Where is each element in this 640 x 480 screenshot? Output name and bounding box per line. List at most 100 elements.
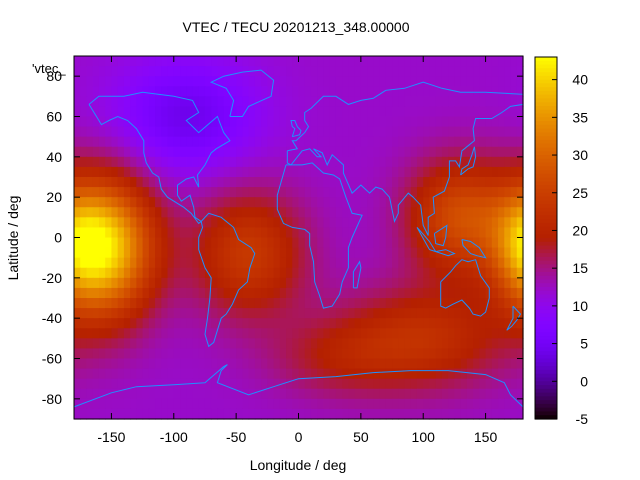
- heatmap-cell-381: [204, 106, 212, 118]
- heatmap-cell-1581: [504, 267, 512, 279]
- heatmap-cell-1619: [292, 277, 300, 289]
- heatmap-cell-727: [117, 156, 125, 168]
- heatmap-cell-862: [510, 166, 518, 178]
- heatmap-cell-139: [491, 66, 499, 77]
- heatmap-cell-2559: [317, 408, 325, 420]
- heatmap-cell-876: [148, 177, 156, 188]
- heatmap-cell-2573: [404, 408, 412, 420]
- heatmap-cell-2222: [460, 358, 468, 370]
- heatmap-cell-1472: [273, 257, 281, 269]
- heatmap-cell-2554: [286, 408, 293, 420]
- heatmap-cell-2303: [516, 368, 524, 380]
- heatmap-cell-1721: [479, 287, 487, 299]
- heatmap-cell-1740: [148, 298, 156, 309]
- heatmap-cell-774: [410, 156, 418, 168]
- heatmap-cell-1993: [379, 328, 387, 339]
- heatmap-cell-1282: [435, 227, 443, 239]
- heatmap-cell-835: [342, 166, 349, 178]
- heatmap-cell-2041: [229, 338, 237, 350]
- heatmap-cell-2158: [510, 348, 518, 360]
- heatmap-cell-683: [292, 146, 300, 158]
- heatmap-cell-2451: [92, 398, 100, 410]
- heatmap-cell-267: [392, 86, 399, 97]
- heatmap-cell-1283: [441, 227, 449, 239]
- heatmap-cell-2574: [410, 408, 418, 420]
- heatmap-cell-312: [223, 96, 231, 108]
- heatmap-cell-1676: [198, 287, 206, 299]
- heatmap-cell-142: [510, 66, 518, 77]
- heatmap-cell-46: [360, 56, 368, 67]
- heatmap-cell-136: [473, 66, 480, 77]
- coastline-antarctica: [73, 364, 524, 408]
- heatmap-cell-125: [404, 66, 412, 77]
- heatmap-cell-1584: [74, 277, 81, 289]
- heatmap-cell-871: [117, 177, 125, 188]
- heatmap-cell-307: [192, 96, 200, 108]
- heatmap-cell-118: [360, 66, 368, 77]
- heatmap-cell-1875: [92, 318, 100, 329]
- heatmap-cell-2272: [323, 368, 331, 380]
- heatmap-cell-1564: [398, 267, 406, 279]
- heatmap-cell-590: [161, 136, 169, 148]
- heatmap-cell-1199: [367, 217, 374, 229]
- heatmap-cell-2464: [173, 398, 181, 410]
- heatmap-cell-357: [504, 96, 512, 108]
- heatmap-cell-1773: [354, 298, 362, 309]
- heatmap-cell-1349: [404, 237, 412, 249]
- heatmap-cell-345: [429, 96, 437, 108]
- colorbar-step-9: [535, 90, 557, 96]
- heatmap-cell-2100: [148, 348, 156, 360]
- heatmap-cell-1541: [254, 267, 262, 279]
- heatmap-cell-591: [167, 136, 175, 148]
- heatmap-cell-1924: [398, 318, 406, 329]
- heatmap-cell-1668: [148, 287, 156, 299]
- heatmap-cell-1359: [466, 237, 474, 249]
- heatmap-cell-1291: [491, 227, 499, 239]
- heatmap-cell-372: [148, 106, 156, 118]
- heatmap-cell-1335: [317, 237, 325, 249]
- heatmap-cell-1910: [310, 318, 318, 329]
- heatmap-cell-905: [329, 177, 337, 188]
- heatmap-cell-1683: [242, 287, 250, 299]
- heatmap-cell-1049: [329, 197, 337, 208]
- heatmap-cell-1868: [498, 308, 505, 319]
- heatmap-cell-1691: [292, 287, 300, 299]
- colorbar-step-13: [535, 106, 557, 111]
- heatmap-cell-2548: [248, 408, 256, 420]
- heatmap-cell-1887: [167, 318, 175, 329]
- heatmap-cell-848: [423, 166, 431, 178]
- heatmap-cell-2537: [180, 408, 187, 420]
- heatmap-cell-70: [510, 56, 518, 67]
- heatmap-cell-51: [392, 56, 399, 67]
- heatmap-cell-2517: [504, 398, 512, 410]
- heatmap-cell-858: [485, 166, 493, 178]
- heatmap-cell-2353: [379, 378, 387, 390]
- heatmap-cell-1205: [404, 217, 412, 229]
- heatmap-cell-1183: [267, 217, 275, 229]
- heatmap-cell-2000: [423, 328, 431, 339]
- heatmap-cell-959: [217, 187, 225, 198]
- colorbar-step-34: [535, 185, 557, 190]
- heatmap-cell-1909: [304, 318, 312, 329]
- colorbar-tick-label-20: 20: [572, 222, 588, 238]
- heatmap-cell-475: [342, 116, 349, 128]
- heatmap-cell-2470: [211, 398, 219, 410]
- heatmap-cell-0: [74, 56, 81, 67]
- heatmap-cell-1216: [473, 217, 480, 229]
- heatmap-cell-1517: [105, 267, 113, 279]
- heatmap-cell-1660: [98, 287, 106, 299]
- heatmap-cell-494: [460, 116, 468, 128]
- heatmap-cell-2394: [186, 388, 194, 400]
- heatmap-cell-571: [491, 126, 499, 138]
- heatmap-cell-2368: [473, 378, 480, 390]
- heatmap-cell-227: [142, 86, 150, 97]
- heatmap-cell-291: [92, 96, 100, 108]
- heatmap-cell-1203: [392, 217, 399, 229]
- heatmap-cell-1444: [98, 257, 106, 269]
- heatmap-cell-1277: [404, 227, 412, 239]
- heatmap-cell-1812: [148, 308, 156, 319]
- heatmap-cell-1756: [248, 298, 256, 309]
- heatmap-cell-1670: [161, 287, 169, 299]
- heatmap-cell-1303: [117, 237, 125, 249]
- heatmap-cell-108: [298, 66, 306, 77]
